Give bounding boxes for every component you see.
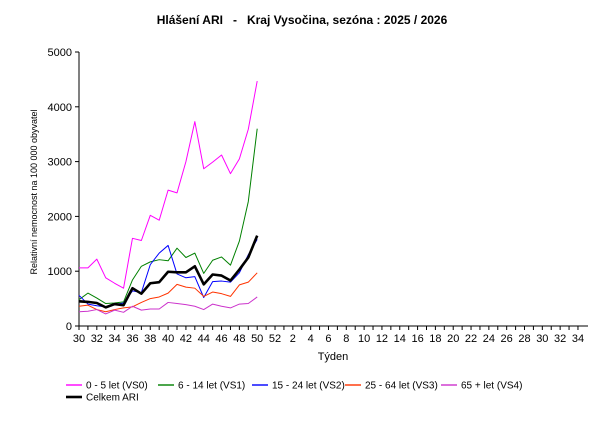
x-tick-label: 28 — [518, 333, 530, 345]
x-tick-label: 4 — [308, 333, 314, 345]
x-tick-label: 26 — [501, 333, 513, 345]
x-tick-label: 18 — [429, 333, 441, 345]
x-tick-label: 22 — [465, 333, 477, 345]
x-tick-label: 48 — [233, 333, 245, 345]
y-axis-label: Relativní nemocnost na 100 000 obyvatel — [29, 109, 39, 274]
x-tick-label: 30 — [536, 333, 548, 345]
x-tick-label: 42 — [180, 333, 192, 345]
x-tick-label: 50 — [251, 333, 263, 345]
series-line-3 — [78, 272, 258, 313]
x-tick-label: 38 — [144, 333, 156, 345]
x-tick-label: 2 — [290, 333, 296, 345]
series-line-1 — [78, 128, 258, 305]
x-tick-label: 20 — [447, 333, 459, 345]
series-line-5 — [78, 235, 259, 309]
x-tick-label: 34 — [109, 333, 121, 345]
y-tick-label: 3000 — [48, 157, 72, 169]
x-tick-label: 12 — [376, 333, 388, 345]
series-line-0 — [79, 80, 258, 289]
x-tick-label: 8 — [343, 333, 349, 345]
y-tick-label: 1000 — [48, 266, 72, 278]
y-tick-label: 2000 — [48, 211, 72, 223]
x-tick-label: 30 — [73, 333, 85, 345]
x-tick-label: 6 — [325, 333, 331, 345]
x-tick-label: 46 — [215, 333, 227, 345]
series-line-4 — [78, 296, 258, 315]
x-tick-label: 44 — [198, 333, 210, 345]
y-tick-label: 5000 — [48, 47, 72, 59]
x-tick-label: 32 — [91, 333, 103, 345]
y-tick-label: 0 — [66, 321, 72, 333]
x-tick-label: 34 — [572, 333, 584, 345]
legend-label: 0 - 5 let (VS0) — [86, 381, 148, 392]
legend-label: 65 + let (VS4) — [461, 381, 522, 392]
x-tick-label: 16 — [411, 333, 423, 345]
x-tick-label: 32 — [554, 333, 566, 345]
x-axis-label: Týden — [318, 351, 349, 363]
legend-label: 6 - 14 let (VS1) — [178, 381, 245, 392]
legend-label: 25 - 64 let (VS3) — [365, 381, 438, 392]
x-tick-label: 24 — [483, 333, 495, 345]
x-tick-label: 36 — [126, 333, 138, 345]
legend-label: Celkem ARI — [86, 393, 139, 404]
legend-label: 15 - 24 let (VS2) — [272, 381, 345, 392]
x-tick-label: 40 — [162, 333, 174, 345]
y-tick-label: 4000 — [48, 102, 72, 114]
x-tick-label: 52 — [269, 333, 281, 345]
x-tick-label: 10 — [358, 333, 370, 345]
chart-title: Hlášení ARI - Kraj Vysočina, sezóna : 20… — [157, 13, 448, 27]
x-tick-label: 14 — [394, 333, 406, 345]
